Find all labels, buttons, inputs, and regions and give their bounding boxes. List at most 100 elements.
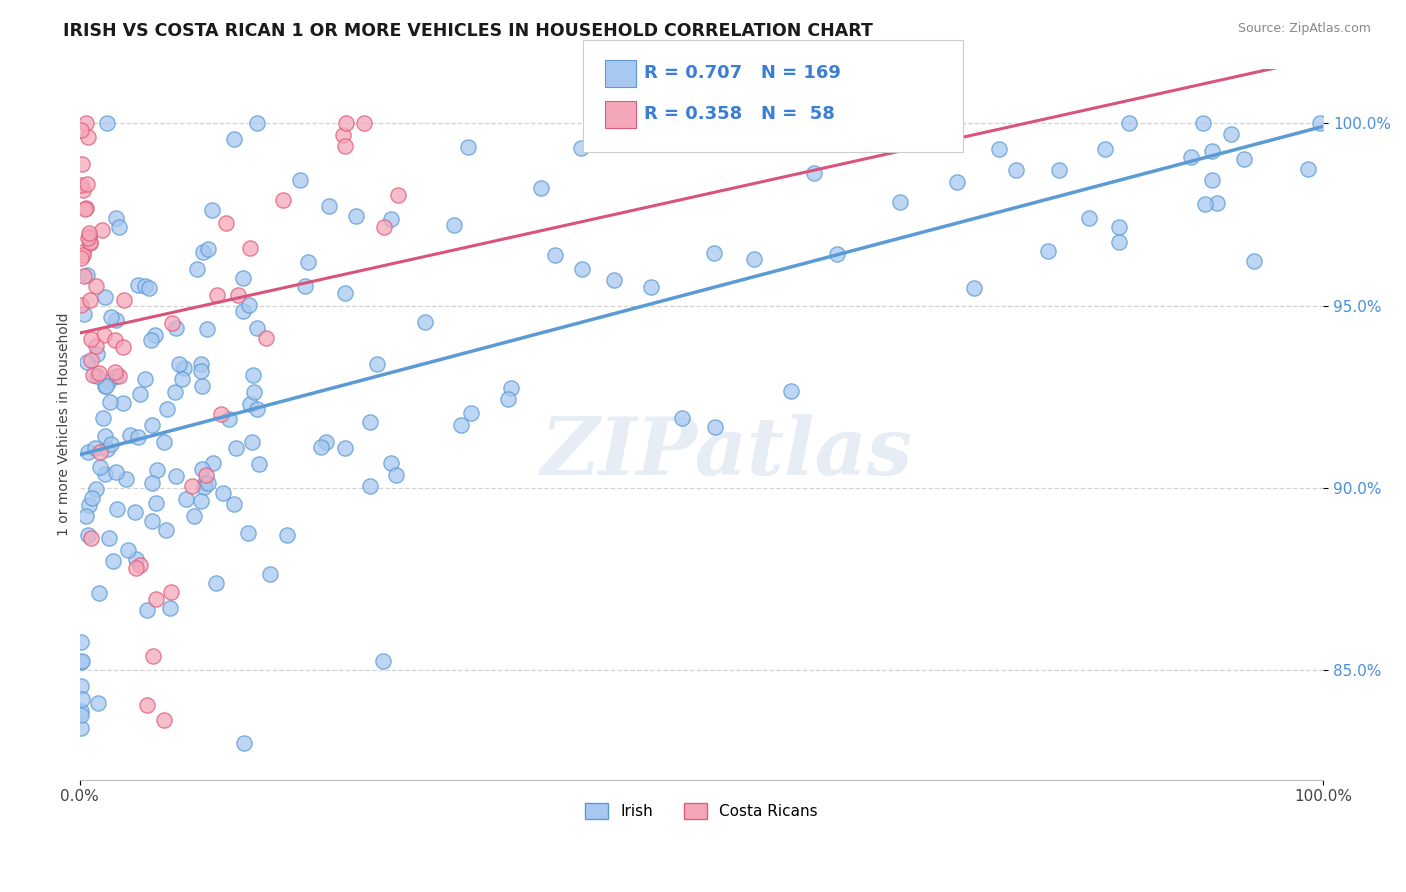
Point	[141, 475, 163, 490]
Point	[77, 227, 100, 241]
Point	[87, 696, 110, 710]
Point	[77, 129, 100, 144]
Point	[197, 242, 219, 256]
Point	[603, 273, 626, 287]
Point	[111, 396, 134, 410]
Point	[333, 285, 356, 300]
Point	[118, 427, 141, 442]
Point	[73, 202, 96, 216]
Point	[100, 437, 122, 451]
Point	[69, 123, 91, 137]
Point	[496, 392, 519, 406]
Point	[135, 698, 157, 713]
Point	[69, 708, 91, 723]
Point	[76, 527, 98, 541]
Point	[104, 465, 127, 479]
Point	[353, 116, 375, 130]
Point	[215, 216, 238, 230]
Point	[165, 469, 187, 483]
Point	[640, 280, 662, 294]
Point	[93, 327, 115, 342]
Point	[163, 384, 186, 399]
Point	[246, 402, 269, 417]
Point	[205, 288, 228, 302]
Point	[94, 467, 117, 481]
Point	[387, 187, 409, 202]
Point	[70, 635, 93, 649]
Point	[380, 457, 402, 471]
Point	[89, 445, 111, 459]
Point	[1078, 211, 1101, 226]
Point	[450, 417, 472, 432]
Point	[77, 444, 100, 458]
Point	[170, 371, 193, 385]
Point	[946, 175, 969, 189]
Point	[112, 340, 135, 354]
Point	[318, 199, 340, 213]
Point	[105, 313, 128, 327]
Point	[240, 435, 263, 450]
Point	[1118, 116, 1140, 130]
Point	[197, 476, 219, 491]
Point	[703, 419, 725, 434]
Text: ZIPatlas: ZIPatlas	[540, 414, 912, 491]
Point	[276, 528, 298, 542]
Point	[69, 655, 91, 669]
Point	[70, 156, 93, 170]
Point	[91, 411, 114, 425]
Point	[91, 223, 114, 237]
Point	[76, 355, 98, 369]
Point	[963, 281, 986, 295]
Point	[156, 402, 179, 417]
Point	[73, 307, 96, 321]
Text: IRISH VS COSTA RICAN 1 OR MORE VEHICLES IN HOUSEHOLD CORRELATION CHART: IRISH VS COSTA RICAN 1 OR MORE VEHICLES …	[63, 22, 873, 40]
Point	[225, 442, 247, 456]
Point	[100, 310, 122, 324]
Point	[79, 332, 101, 346]
Point	[232, 271, 254, 285]
Point	[987, 142, 1010, 156]
Point	[195, 467, 218, 482]
Point	[75, 116, 97, 130]
Point	[190, 493, 212, 508]
Point	[142, 649, 165, 664]
Point	[94, 429, 117, 443]
Point	[98, 375, 121, 389]
Point	[69, 298, 91, 312]
Point	[82, 368, 104, 383]
Point	[141, 333, 163, 347]
Point	[134, 372, 156, 386]
Point	[69, 178, 91, 192]
Point	[571, 262, 593, 277]
Point	[332, 128, 354, 142]
Point	[96, 442, 118, 456]
Point	[76, 178, 98, 192]
Point	[77, 498, 100, 512]
Point	[218, 411, 240, 425]
Point	[94, 379, 117, 393]
Point	[72, 182, 94, 196]
Point	[79, 293, 101, 307]
Point	[77, 231, 100, 245]
Point	[191, 244, 214, 259]
Point	[75, 201, 97, 215]
Point	[443, 219, 465, 233]
Point	[359, 415, 381, 429]
Point	[671, 411, 693, 425]
Point	[825, 247, 848, 261]
Point	[373, 219, 395, 234]
Point	[413, 315, 436, 329]
Point	[1094, 142, 1116, 156]
Point	[100, 395, 122, 409]
Point	[80, 353, 103, 368]
Point	[112, 293, 135, 308]
Point	[127, 278, 149, 293]
Point	[125, 551, 148, 566]
Y-axis label: 1 or more Vehicles in Household: 1 or more Vehicles in Household	[58, 312, 72, 536]
Point	[186, 262, 208, 277]
Point	[141, 418, 163, 433]
Point	[138, 281, 160, 295]
Point	[344, 209, 367, 223]
Point	[135, 603, 157, 617]
Point	[155, 523, 177, 537]
